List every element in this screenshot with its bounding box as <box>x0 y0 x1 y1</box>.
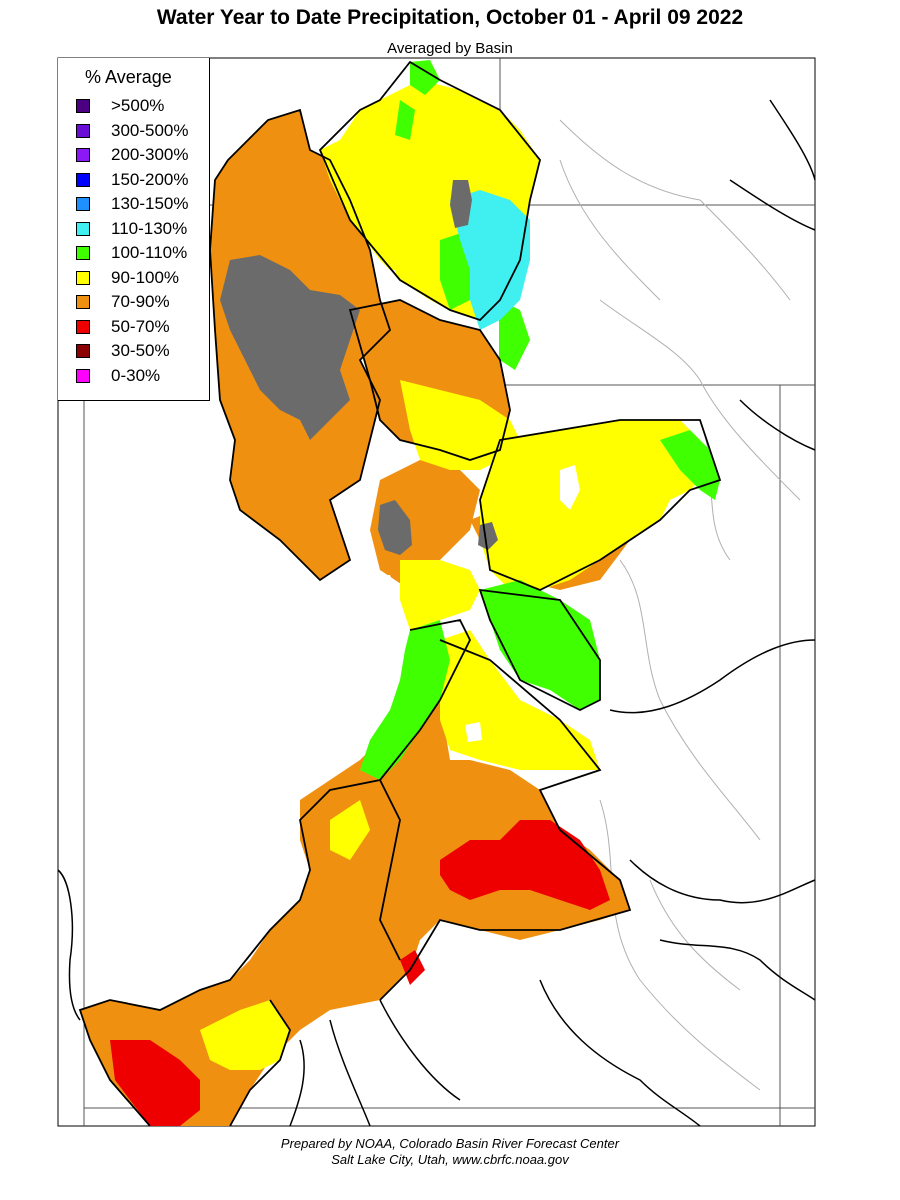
legend-row: 50-70% <box>76 317 170 337</box>
basin-outlines <box>78 60 722 1127</box>
legend-swatch <box>76 295 90 309</box>
legend-swatch <box>76 319 90 334</box>
legend-label: 130-150% <box>111 194 189 213</box>
basin-fill-cyan <box>450 190 530 330</box>
legend-swatch <box>76 270 90 285</box>
legend-label: 0-30% <box>111 365 161 385</box>
basin-fill-green <box>360 60 720 780</box>
credit-line-1: Prepared by NOAA, Colorado Basin River F… <box>280 1136 620 1151</box>
legend-label: 100-110% <box>111 243 188 262</box>
basin-fill-red <box>110 820 610 1126</box>
outer-basin-lines <box>57 99 816 1127</box>
legend-row: 150-200% <box>76 170 189 190</box>
legend: % Average >500% 300-500% 200-300% 150-200% 1… <box>58 58 210 401</box>
legend-swatch <box>76 148 90 162</box>
legend-row: 70-90% <box>76 292 170 312</box>
legend-swatch <box>76 221 90 236</box>
legend-label: 150-200% <box>111 169 189 189</box>
legend-row: 90-100% <box>76 268 179 288</box>
credit-line-2: Salt Lake City, Utah, www.cbrfc.noaa.gov <box>331 1152 569 1167</box>
legend-label: 200-300% <box>111 145 189 164</box>
legend-row: 130-150% <box>76 194 189 214</box>
background-rivers <box>559 119 801 1091</box>
legend-swatch <box>76 172 90 187</box>
legend-row: 200-300% <box>76 145 189 165</box>
legend-swatch <box>76 99 90 113</box>
legend-row: >500% <box>76 96 164 116</box>
legend-swatch <box>76 344 90 358</box>
legend-swatch <box>76 123 90 138</box>
map-title: Water Year to Date Precipitation, Octobe… <box>156 6 744 29</box>
legend-swatch <box>76 246 90 260</box>
legend-title: % Average <box>85 67 172 87</box>
legend-row: 100-110% <box>76 243 187 263</box>
map-subtitle: Averaged by Basin <box>387 40 513 57</box>
legend-row: 0-30% <box>76 366 160 386</box>
legend-row: 30-50% <box>76 341 170 361</box>
legend-label: 70-90% <box>111 292 170 311</box>
legend-row: 300-500% <box>76 121 189 141</box>
legend-row: 110-130% <box>76 219 187 239</box>
credit: Prepared by NOAA, Colorado Basin River F… <box>0 1136 900 1168</box>
lakes-no-data <box>220 180 498 555</box>
legend-label: 110-130% <box>111 218 188 238</box>
legend-label: >500% <box>111 96 165 115</box>
legend-label: 90-100% <box>111 267 180 287</box>
legend-swatch <box>76 197 90 211</box>
legend-label: 50-70% <box>111 316 170 336</box>
legend-label: 30-50% <box>111 341 170 360</box>
legend-label: 300-500% <box>111 120 189 140</box>
legend-swatch <box>76 368 90 383</box>
